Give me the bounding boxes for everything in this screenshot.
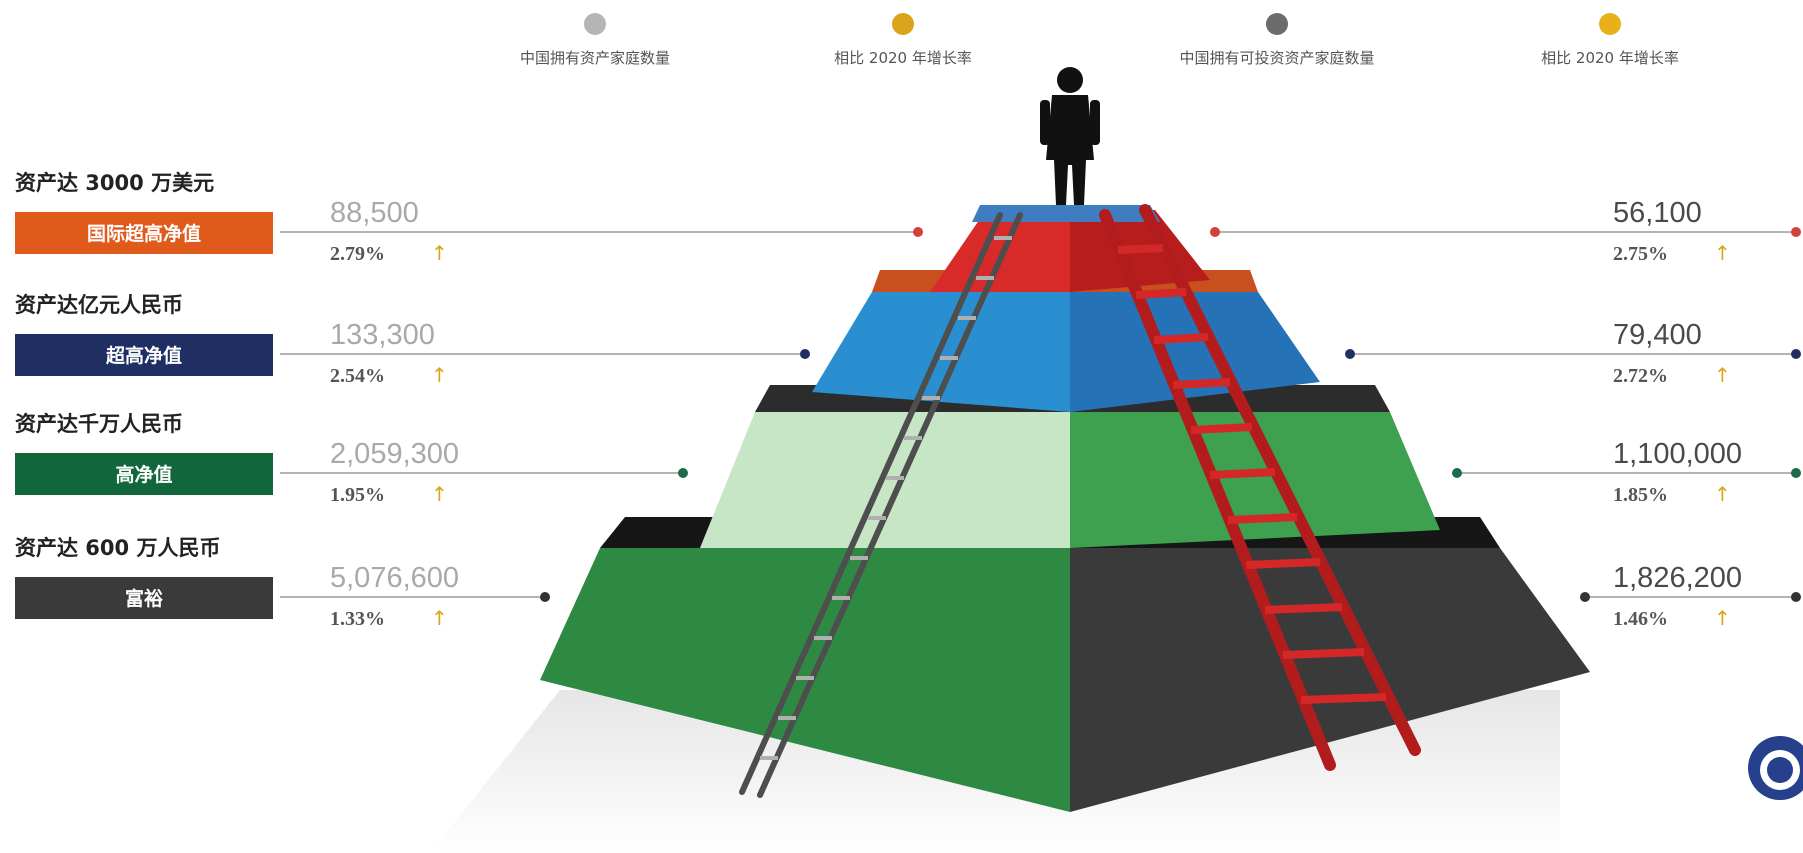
growth-up-arrow: ↑ bbox=[431, 363, 448, 387]
growth-up-arrow: ↑ bbox=[431, 482, 448, 506]
investable-growth-rate: 1.46% bbox=[1613, 608, 1668, 630]
tier-label: 国际超高净值 bbox=[87, 222, 201, 245]
tier-label-box bbox=[15, 453, 273, 495]
total-households-value: 88,500 bbox=[330, 197, 419, 229]
right-end-dot bbox=[1791, 468, 1801, 478]
tier-1-left-face bbox=[930, 210, 1070, 292]
legend-label-total: 中国拥有资产家庭数量 bbox=[520, 49, 670, 67]
tier-label: 超高净值 bbox=[105, 344, 182, 367]
pyramid-illustration bbox=[430, 67, 1590, 853]
tier-2-right-face bbox=[1070, 292, 1320, 412]
legend-label-total-growth: 相比 2020 年增长率 bbox=[834, 49, 972, 67]
right-connector-dot bbox=[1452, 468, 1462, 478]
total-growth-rate: 1.95% bbox=[330, 484, 385, 506]
tier-3-right-face bbox=[1070, 412, 1440, 548]
tier-label-box bbox=[15, 212, 273, 254]
seal-logo bbox=[1748, 736, 1803, 800]
left-connector-dot bbox=[540, 592, 550, 602]
total-households-value: 133,300 bbox=[330, 319, 435, 351]
total-households-value: 5,076,600 bbox=[330, 562, 459, 594]
legend-dot-total-growth bbox=[892, 13, 914, 35]
investable-households-value: 79,400 bbox=[1613, 319, 1702, 351]
total-households-value: 2,059,300 bbox=[330, 438, 459, 470]
legend-label-investable: 中国拥有可投资资产家庭数量 bbox=[1179, 49, 1374, 67]
tier-threshold: 资产达千万人民币 bbox=[15, 412, 183, 436]
legend-dot-investable bbox=[1266, 13, 1288, 35]
growth-up-arrow: ↑ bbox=[431, 241, 448, 265]
growth-up-arrow: ↑ bbox=[1714, 482, 1731, 506]
investable-households-value: 1,100,000 bbox=[1613, 438, 1742, 470]
right-ladder bbox=[1099, 204, 1421, 771]
legend-dot-investable-growth bbox=[1599, 13, 1621, 35]
investable-growth-rate: 2.72% bbox=[1613, 365, 1668, 387]
left-connector-dot bbox=[913, 227, 923, 237]
total-growth-rate: 2.54% bbox=[330, 365, 385, 387]
right-connector-dot bbox=[1345, 349, 1355, 359]
tier-4-right-face bbox=[1070, 548, 1590, 812]
tier-threshold: 资产达 600 万人民币 bbox=[15, 536, 220, 560]
investable-households-value: 1,826,200 bbox=[1613, 562, 1742, 594]
tier-3-left-face bbox=[700, 412, 1070, 548]
legend-label-investable-growth: 相比 2020 年增长率 bbox=[1541, 49, 1679, 67]
right-ladder-rungs bbox=[1117, 244, 1387, 704]
tier-threshold: 资产达亿元人民币 bbox=[15, 293, 183, 317]
tier-label: 高净值 bbox=[115, 463, 172, 486]
legend: 中国拥有资产家庭数量 相比 2020 年增长率 中国拥有可投资资产家庭数量 相比… bbox=[520, 13, 1679, 67]
right-connector-dot bbox=[1210, 227, 1220, 237]
right-end-dot bbox=[1791, 349, 1801, 359]
left-connector-dot bbox=[800, 349, 810, 359]
total-growth-rate: 2.79% bbox=[330, 243, 385, 265]
left-ladder bbox=[739, 212, 1023, 798]
tier-label-box bbox=[15, 577, 273, 619]
growth-up-arrow: ↑ bbox=[431, 606, 448, 630]
investable-growth-rate: 1.85% bbox=[1613, 484, 1668, 506]
left-ladder-rungs bbox=[760, 236, 1012, 760]
tier-label-box bbox=[15, 334, 273, 376]
total-growth-rate: 1.33% bbox=[330, 608, 385, 630]
growth-up-arrow: ↑ bbox=[1714, 606, 1731, 630]
investable-households-value: 56,100 bbox=[1613, 197, 1702, 229]
tier-label: 富裕 bbox=[125, 587, 163, 610]
investable-growth-rate: 2.75% bbox=[1613, 243, 1668, 265]
legend-dot-total bbox=[584, 13, 606, 35]
left-connector-dot bbox=[678, 468, 688, 478]
growth-up-arrow: ↑ bbox=[1714, 363, 1731, 387]
growth-up-arrow: ↑ bbox=[1714, 241, 1731, 265]
tier-threshold: 资产达 3000 万美元 bbox=[15, 171, 214, 195]
right-end-dot bbox=[1791, 227, 1801, 237]
right-connector-dot bbox=[1580, 592, 1590, 602]
right-end-dot bbox=[1791, 592, 1801, 602]
businessman-figure bbox=[1040, 67, 1100, 205]
